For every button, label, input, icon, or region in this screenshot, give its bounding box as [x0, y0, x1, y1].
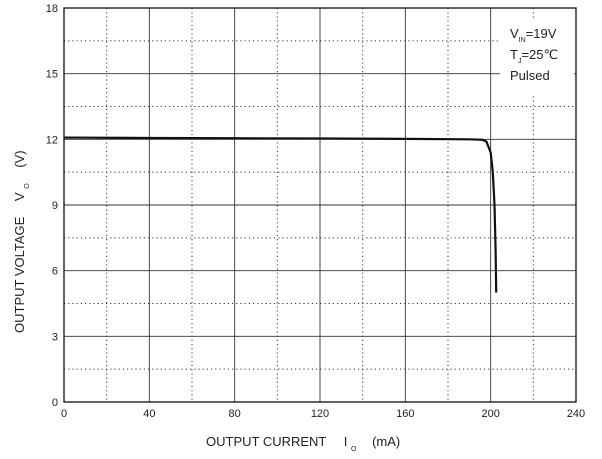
annotation-line-3: Pulsed [510, 68, 550, 83]
y-axis-label: OUTPUT VOLTAGE V O (V) [12, 150, 32, 333]
plot-frame [63, 7, 577, 403]
y-axis-symbol: V [12, 192, 27, 201]
annotation-line-2: TJ=25℃ [510, 47, 558, 65]
y-tick-label: 0 [52, 397, 58, 409]
x-tick-label: 40 [143, 408, 155, 420]
y-tick-label: 12 [46, 134, 58, 146]
y-axis-label-text: OUTPUT VOLTAGE [12, 216, 27, 333]
major-grid [64, 8, 576, 402]
x-axis-label-text: OUTPUT CURRENT [206, 434, 326, 449]
series-line-1 [63, 136, 498, 293]
conditions-annotation: VIN=19V TJ=25℃ Pulsed [500, 18, 574, 96]
x-axis-unit: (mA) [372, 434, 400, 449]
x-tick-label: 200 [481, 408, 499, 420]
x-tick-label: 240 [567, 408, 585, 420]
tick-labels: 0 40 80 120 160 200 240 0 3 6 9 12 15 18 [46, 3, 585, 420]
y-tick-label: 6 [52, 266, 58, 278]
x-axis-symbol: I [344, 434, 348, 449]
x-tick-label: 0 [61, 408, 67, 420]
x-tick-label: 160 [396, 408, 414, 420]
series-group [63, 136, 498, 293]
y-axis-unit: (V) [12, 150, 27, 167]
annotation-box [500, 18, 574, 96]
x-tick-label: 80 [229, 408, 241, 420]
y-tick-label: 18 [46, 3, 58, 15]
annotation-line-1: VIN=19V [510, 26, 557, 44]
x-tick-label: 120 [311, 408, 329, 420]
y-tick-label: 3 [52, 331, 58, 343]
x-axis-subscript: O [351, 446, 357, 453]
y-tick-label: 9 [52, 200, 58, 212]
y-tick-label: 15 [46, 69, 58, 81]
x-axis-label: OUTPUT CURRENT I O (mA) [206, 434, 400, 454]
y-axis-subscript: O [24, 183, 31, 189]
